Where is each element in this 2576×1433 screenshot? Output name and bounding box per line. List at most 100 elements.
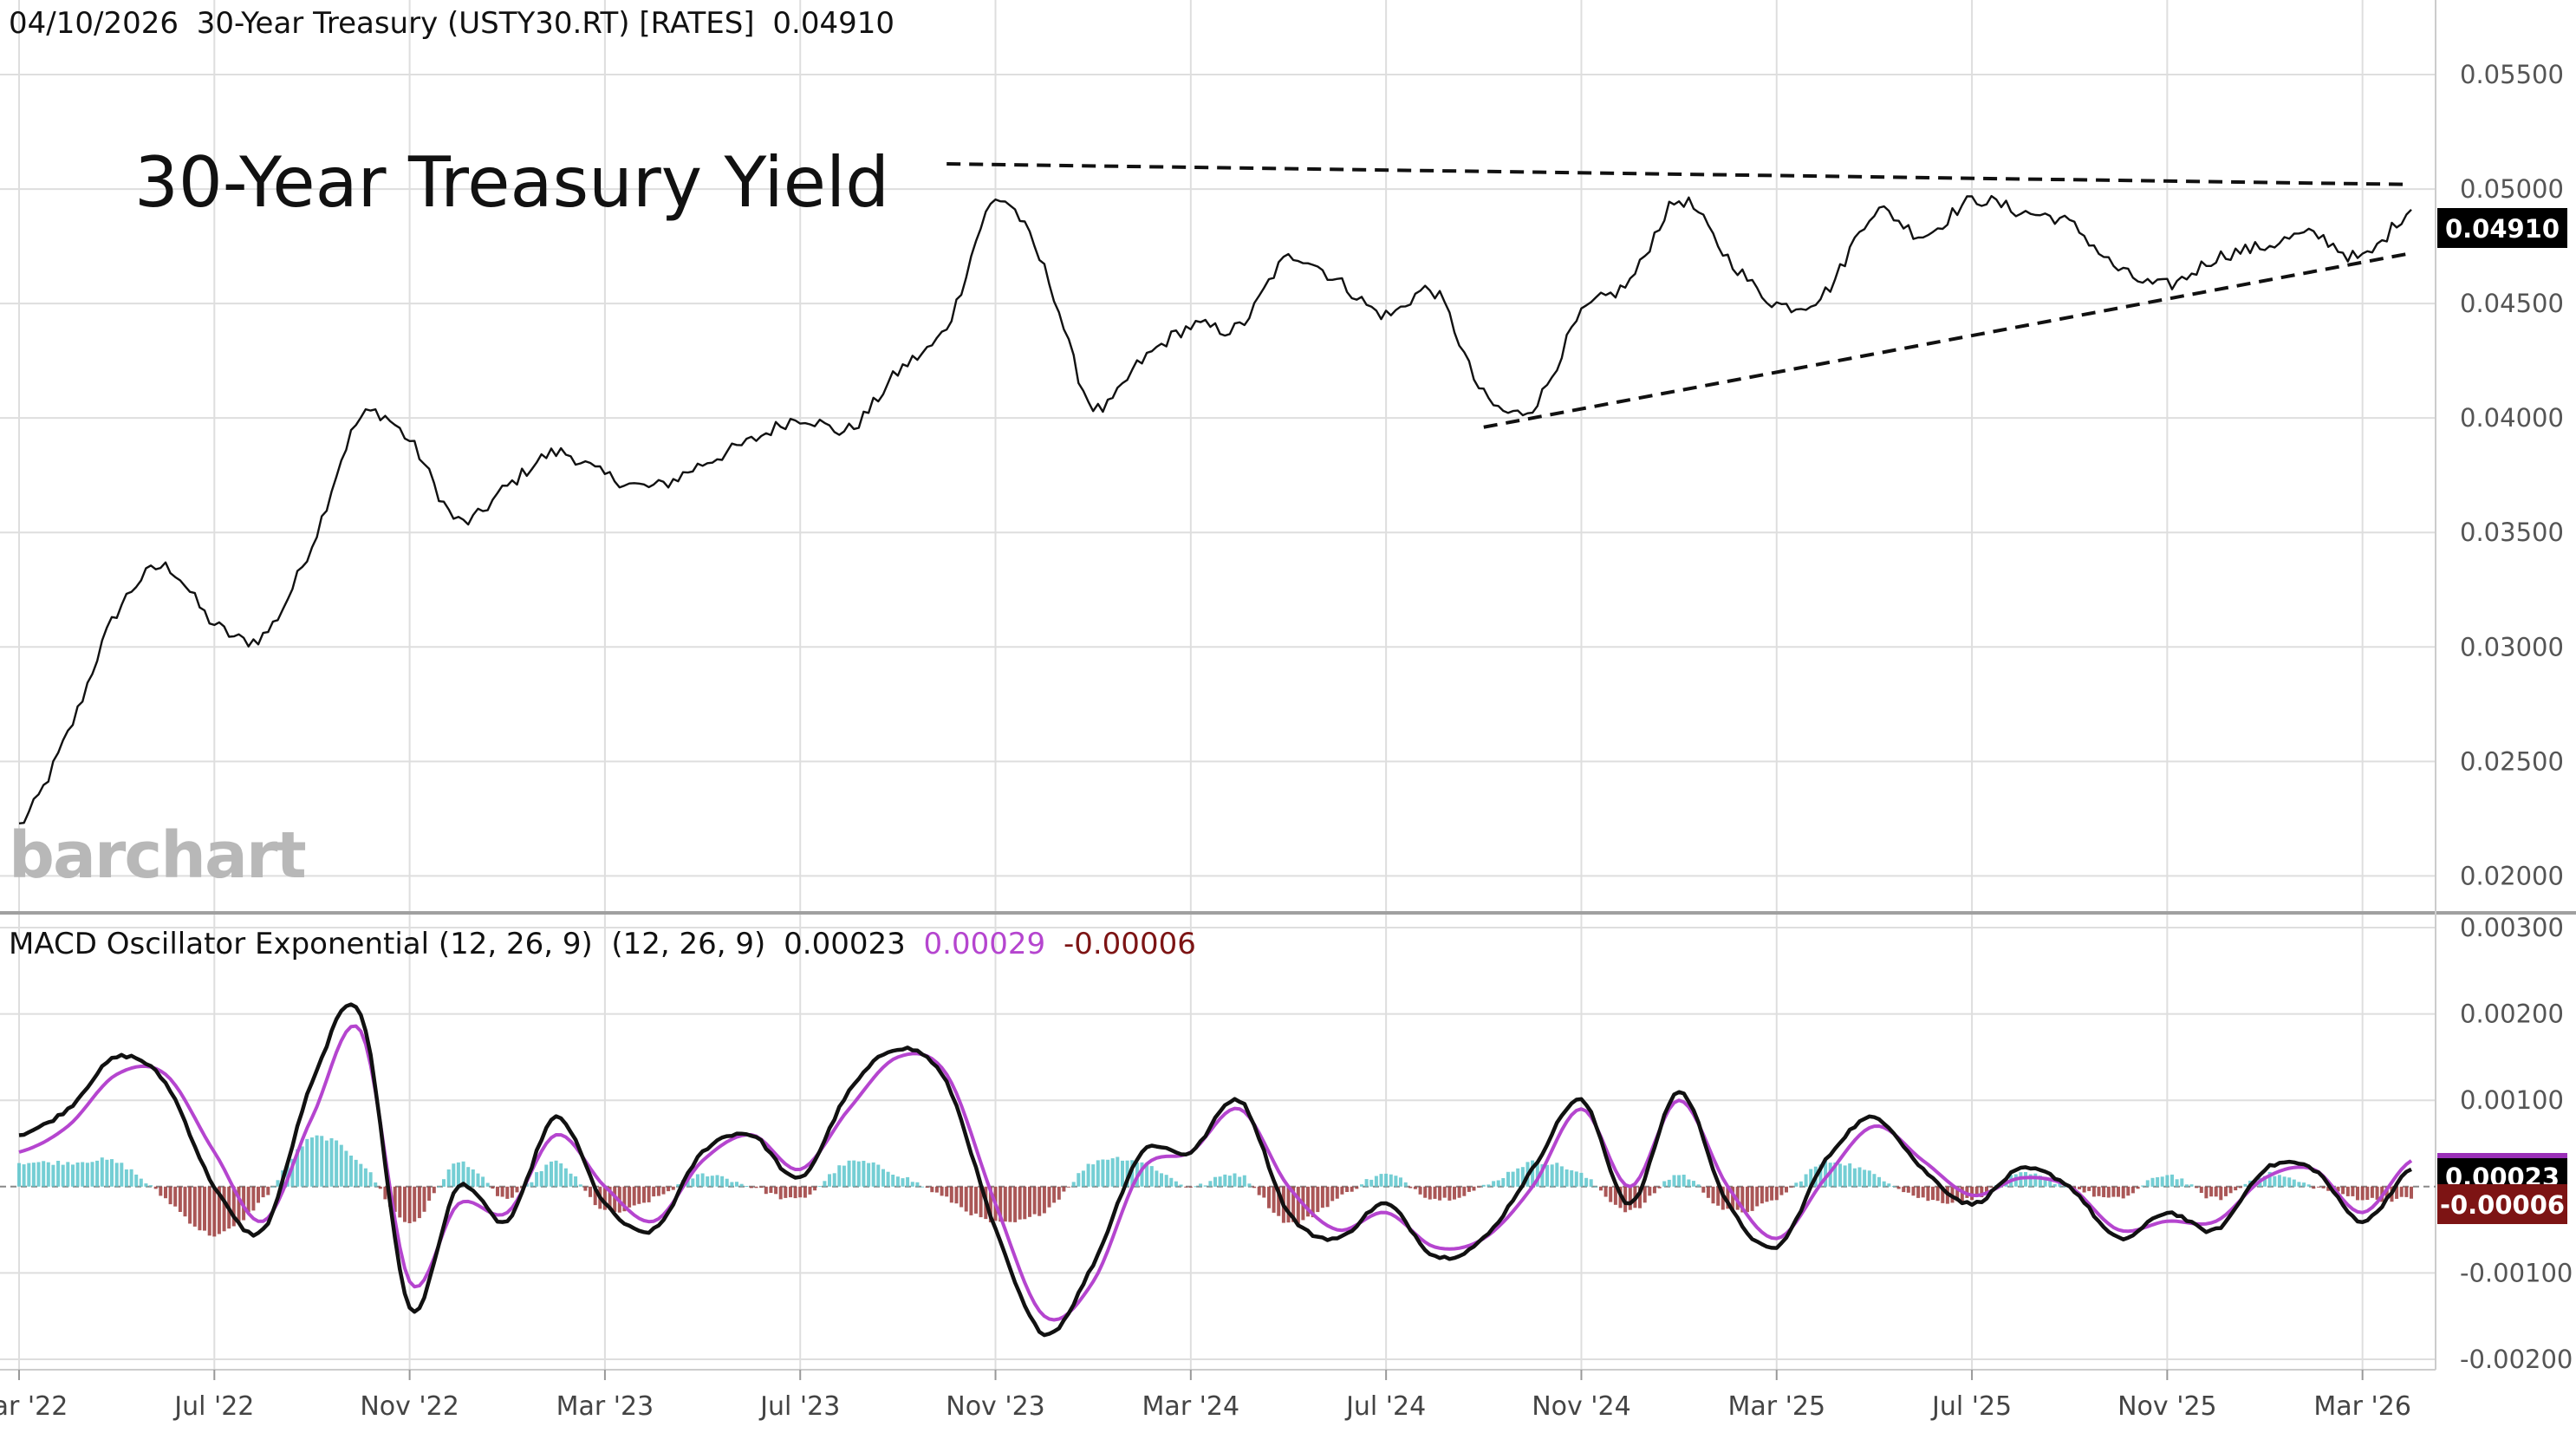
histogram-bar bbox=[671, 1186, 675, 1190]
histogram-bar bbox=[231, 1186, 236, 1227]
date-tick-label-12: Mar '26 bbox=[2313, 1391, 2411, 1422]
histogram-bar bbox=[676, 1184, 680, 1187]
histogram-bar bbox=[1116, 1156, 1120, 1187]
date-tick-label-2: Nov '22 bbox=[360, 1391, 459, 1422]
histogram-bar bbox=[1252, 1186, 1257, 1189]
histogram-bar bbox=[1960, 1186, 1964, 1203]
histogram-bar bbox=[1403, 1182, 1408, 1187]
histogram-bar bbox=[1531, 1160, 1535, 1187]
histogram-bar bbox=[695, 1174, 699, 1187]
histogram-bar bbox=[2375, 1186, 2379, 1200]
histogram-bar bbox=[2404, 1186, 2409, 1197]
histogram-bar bbox=[720, 1176, 725, 1187]
histogram-bar bbox=[1496, 1180, 1500, 1187]
histogram-bar bbox=[207, 1186, 211, 1236]
histogram-bar bbox=[51, 1164, 55, 1187]
histogram-bar bbox=[432, 1186, 436, 1194]
histogram-bar bbox=[1062, 1186, 1066, 1192]
histogram-bar bbox=[329, 1138, 334, 1187]
histogram-bar bbox=[1257, 1186, 1261, 1195]
histogram-bar bbox=[1086, 1163, 1090, 1187]
histogram-bar bbox=[725, 1178, 729, 1187]
histogram-bar bbox=[647, 1186, 651, 1202]
histogram-bar bbox=[1492, 1181, 1496, 1187]
histogram-bar bbox=[1980, 1186, 1984, 1197]
histogram-bar bbox=[1687, 1179, 1691, 1187]
histogram-bar bbox=[2395, 1186, 2399, 1199]
histogram-bar bbox=[56, 1161, 61, 1187]
trendlines bbox=[946, 162, 2412, 429]
histogram-bar bbox=[1955, 1186, 1960, 1202]
histogram-bar bbox=[491, 1186, 495, 1189]
macd-line bbox=[18, 1002, 2412, 1338]
histogram-bar bbox=[251, 1186, 256, 1211]
histogram-badge-text: -0.00006 bbox=[2440, 1190, 2565, 1220]
histogram-bar bbox=[1208, 1181, 1213, 1187]
histogram-bar bbox=[481, 1176, 485, 1187]
date-tick-label-6: Mar '24 bbox=[1142, 1391, 1240, 1422]
histogram-bar bbox=[1838, 1163, 1842, 1187]
histogram-bar bbox=[1008, 1186, 1012, 1222]
histogram-bar bbox=[66, 1162, 70, 1187]
histogram-bar bbox=[906, 1176, 910, 1187]
histogram-bar bbox=[535, 1172, 539, 1187]
histogram-bar bbox=[808, 1186, 812, 1195]
histogram-bar bbox=[1682, 1175, 1686, 1187]
date-tick-label-8: Nov '24 bbox=[1532, 1391, 1631, 1422]
histogram-bar bbox=[1657, 1186, 1662, 1189]
histogram-bar bbox=[1320, 1186, 1324, 1208]
histogram-bar bbox=[153, 1186, 158, 1189]
histogram-bar bbox=[1902, 1186, 1906, 1193]
histogram-bar bbox=[862, 1161, 866, 1187]
histogram-bar bbox=[1481, 1184, 1486, 1187]
histogram-bar bbox=[2091, 1186, 2096, 1197]
histogram-bar bbox=[2078, 1186, 2081, 1189]
histogram-bar bbox=[1311, 1186, 1315, 1218]
macd-label: MACD Oscillator Exponential (12, 26, 9) … bbox=[9, 927, 765, 961]
macd-tick-label-3: -0.00100 bbox=[2460, 1258, 2573, 1287]
histogram-bar bbox=[1750, 1186, 1754, 1211]
histogram-bar bbox=[1628, 1186, 1632, 1210]
histogram-bar bbox=[2111, 1186, 2116, 1197]
histogram-bar bbox=[974, 1186, 978, 1214]
histogram-bar bbox=[593, 1186, 597, 1206]
histogram-bar bbox=[1716, 1186, 1721, 1206]
histogram-bar bbox=[315, 1135, 319, 1187]
histogram-bar bbox=[1379, 1174, 1383, 1187]
histogram-bar bbox=[1652, 1186, 1656, 1194]
histogram-bar bbox=[2267, 1171, 2272, 1187]
histogram-bar bbox=[583, 1186, 588, 1191]
histogram-bar bbox=[114, 1163, 119, 1187]
histogram-bar bbox=[1891, 1186, 1896, 1188]
histogram-bar bbox=[1213, 1176, 1217, 1187]
date-tick-label-1: Jul '22 bbox=[172, 1391, 254, 1422]
histogram-bar bbox=[784, 1186, 788, 1198]
histogram-bar bbox=[1032, 1186, 1037, 1215]
histogram-bar bbox=[1125, 1160, 1129, 1187]
histogram-bar bbox=[1155, 1170, 1159, 1187]
histogram-bar bbox=[661, 1186, 666, 1195]
histogram-bar bbox=[1926, 1186, 1930, 1202]
histogram-bar bbox=[1667, 1179, 1671, 1187]
histogram-bar bbox=[569, 1173, 573, 1187]
histogram-bar bbox=[139, 1178, 143, 1187]
histogram-bar bbox=[1857, 1167, 1862, 1187]
histogram-bar bbox=[2117, 1186, 2120, 1197]
histogram-bar bbox=[120, 1163, 124, 1187]
histogram-bar bbox=[1164, 1175, 1168, 1187]
histogram-bar bbox=[2302, 1182, 2306, 1187]
histogram-bar bbox=[2410, 1186, 2413, 1199]
histogram-bar bbox=[1096, 1160, 1100, 1187]
chart-title: 30-Year Treasury Yield bbox=[134, 142, 889, 223]
histogram-bar bbox=[2087, 1186, 2091, 1191]
price-tick-label-3: 0.04000 bbox=[2460, 403, 2564, 433]
histogram-bar bbox=[1199, 1183, 1203, 1187]
macd-tick-label-0: 0.00300 bbox=[2460, 913, 2564, 942]
histogram-bar bbox=[266, 1186, 270, 1195]
histogram-bar bbox=[320, 1136, 324, 1187]
header-instrument: 30-Year Treasury (USTY30.RT) [RATES] bbox=[197, 6, 755, 41]
histogram-bar bbox=[246, 1186, 250, 1213]
histogram-bar bbox=[510, 1186, 514, 1198]
histogram-bar bbox=[2234, 1186, 2238, 1191]
histogram-bar bbox=[31, 1163, 36, 1187]
